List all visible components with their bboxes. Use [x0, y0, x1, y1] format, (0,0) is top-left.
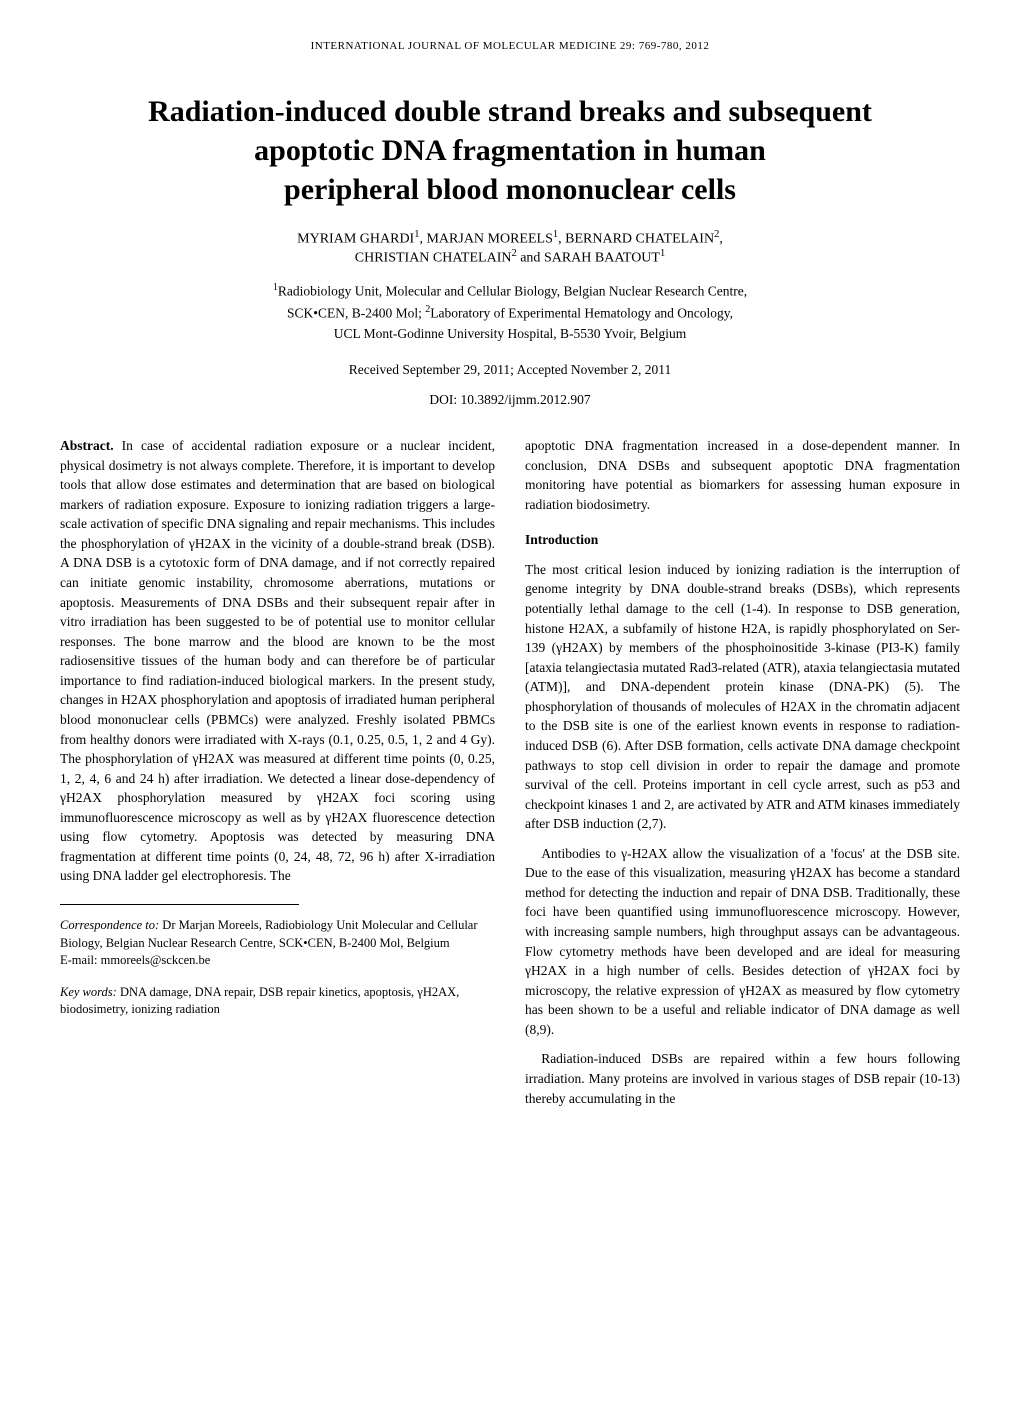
journal-header: INTERNATIONAL JOURNAL OF MOLECULAR MEDIC…: [60, 40, 960, 52]
keywords-block: Key words: DNA damage, DNA repair, DSB r…: [60, 984, 495, 1019]
affil-line-2-pre: SCK•CEN, B-2400 Mol;: [287, 306, 425, 321]
title-line-2: apoptotic DNA fragmentation in human: [254, 134, 766, 167]
correspondence-label: Correspondence to:: [60, 918, 159, 932]
introduction-heading: Introduction: [525, 530, 960, 550]
authors-list: MYRIAM GHARDI1, MARJAN MOREELS1, BERNARD…: [60, 229, 960, 266]
abstract-label: Abstract.: [60, 438, 114, 453]
correspondence-separator: [60, 904, 299, 905]
keywords-body: DNA damage, DNA repair, DSB repair kinet…: [60, 985, 459, 1017]
article-dates: Received September 29, 2011; Accepted No…: [60, 362, 960, 378]
author-sep: ,: [719, 232, 723, 247]
author-4: CHRISTIAN CHATELAIN: [355, 250, 512, 265]
article-doi: DOI: 10.3892/ijmm.2012.907: [60, 392, 960, 408]
author-5: SARAH BAATOUT: [544, 250, 660, 265]
affiliations: 1Radiobiology Unit, Molecular and Cellul…: [60, 280, 960, 344]
left-column: Abstract. In case of accidental radiatio…: [60, 436, 495, 1118]
correspondence-email: mmoreels@sckcen.be: [101, 953, 211, 967]
correspondence-block: Correspondence to: Dr Marjan Moreels, Ra…: [60, 917, 495, 970]
author-5-affil-sup: 1: [660, 248, 665, 259]
intro-paragraph-2: Antibodies to γ-H2AX allow the visualiza…: [525, 844, 960, 1040]
affil-line-3: UCL Mont-Godinne University Hospital, B-…: [334, 326, 687, 341]
right-column: apoptotic DNA fragmentation increased in…: [525, 436, 960, 1118]
article-title: Radiation-induced double strand breaks a…: [60, 92, 960, 209]
affil-line-2-post: Laboratory of Experimental Hematology an…: [430, 306, 733, 321]
title-line-3: peripheral blood mononuclear cells: [284, 173, 736, 206]
intro-paragraph-3: Radiation-induced DSBs are repaired with…: [525, 1049, 960, 1108]
keywords-label: Key words:: [60, 985, 117, 999]
author-1: MYRIAM GHARDI: [297, 232, 414, 247]
correspondence-email-label: E-mail:: [60, 953, 101, 967]
abstract-text: In case of accidental radiation exposure…: [60, 438, 495, 883]
abstract-paragraph: Abstract. In case of accidental radiatio…: [60, 436, 495, 886]
author-2: MARJAN MOREELS: [426, 232, 552, 247]
author-and: and: [517, 250, 544, 265]
two-column-body: Abstract. In case of accidental radiatio…: [60, 436, 960, 1118]
intro-paragraph-1: The most critical lesion induced by ioni…: [525, 560, 960, 834]
title-line-1: Radiation-induced double strand breaks a…: [148, 95, 872, 128]
affil-line-1: Radiobiology Unit, Molecular and Cellula…: [278, 284, 747, 299]
author-3: BERNARD CHATELAIN: [565, 232, 714, 247]
abstract-continuation: apoptotic DNA fragmentation increased in…: [525, 436, 960, 514]
